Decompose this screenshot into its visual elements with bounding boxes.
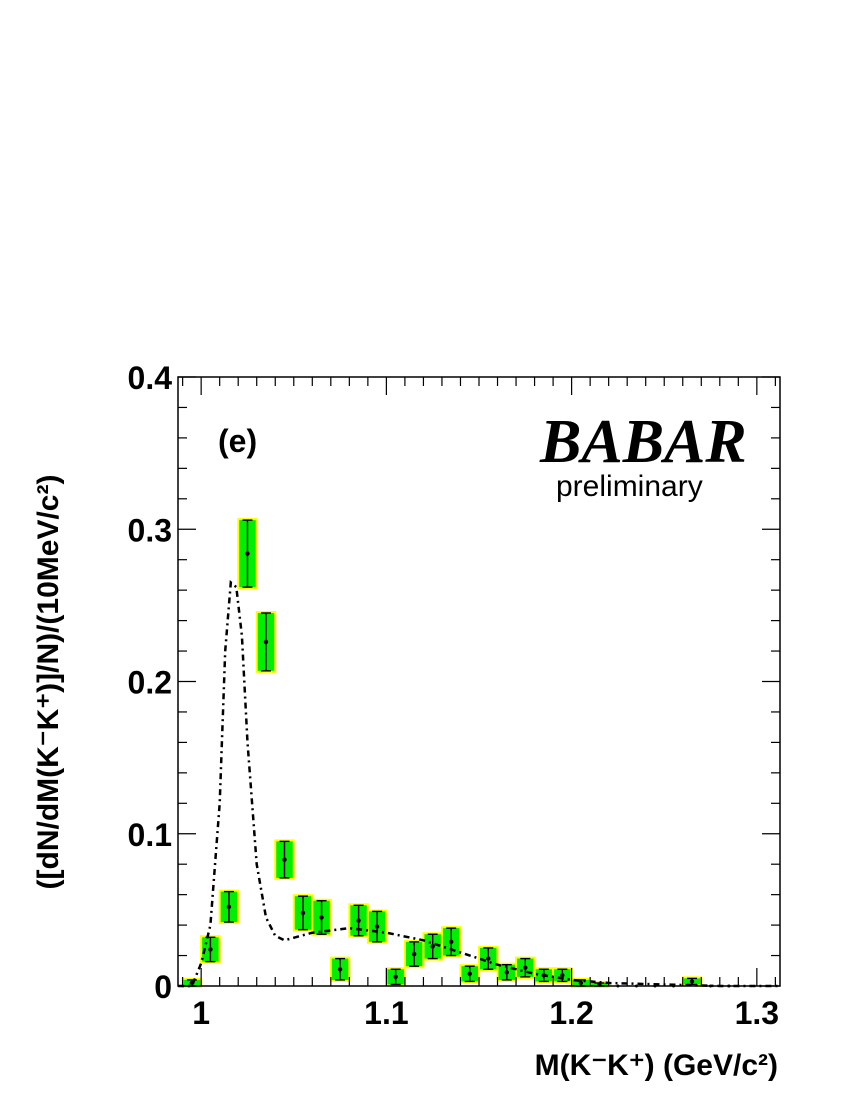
data-points [181, 518, 731, 988]
data-point-group [218, 889, 240, 925]
preliminary-label: preliminary [556, 470, 703, 503]
tick-labels: 1 1.1 1.2 1.3 0 0.1 0.2 0.3 0.4 [128, 360, 780, 1031]
data-point-group [681, 976, 703, 987]
data-point-group [329, 956, 351, 982]
data-point-group [459, 964, 480, 984]
data-point [449, 939, 454, 945]
data-point [226, 904, 232, 910]
data-point-group [515, 956, 536, 979]
data-point-group [292, 894, 314, 932]
data-point [523, 965, 528, 970]
data-point [560, 973, 565, 978]
y-tick-label: 0 [154, 969, 172, 1005]
data-point [467, 971, 472, 977]
data-point-group [422, 932, 443, 961]
data-point-group [348, 903, 369, 938]
data-point [337, 967, 343, 972]
data-point [504, 970, 509, 975]
data-point-group [274, 839, 295, 880]
data-point-group [311, 898, 332, 937]
x-tick-label: 1 [192, 995, 210, 1031]
data-point [263, 639, 269, 645]
data-point-group [440, 926, 462, 958]
y-tick-label: 0.3 [128, 512, 172, 548]
babar-logo-text: BABAR [539, 408, 747, 476]
data-point [393, 974, 398, 980]
data-point-group [237, 518, 258, 590]
babar-logo: BABAR preliminary [539, 408, 747, 503]
axis-ticks [178, 376, 780, 987]
panel-label: (e) [218, 423, 257, 459]
data-point-group [385, 967, 406, 987]
fit-curve [178, 579, 780, 988]
data-point [356, 918, 361, 923]
y-tick-label: 0.2 [128, 665, 172, 701]
y-tick-label: 0.4 [128, 360, 173, 396]
data-point-group [403, 939, 425, 969]
data-point [319, 915, 324, 920]
data-point [300, 910, 306, 916]
x-tick-label: 1.1 [364, 995, 408, 1031]
y-axis-title: ([dN/dM(K⁻K⁺)]/N)/(10MeV/c²) [32, 475, 65, 890]
data-point-group [255, 610, 277, 673]
data-point-group [366, 909, 388, 944]
x-axis-title: M(K⁻K⁺) (GeV/c²) [535, 1049, 778, 1082]
data-point [245, 551, 250, 556]
data-point [411, 951, 417, 957]
data-point [578, 980, 584, 986]
data-point-group [552, 967, 573, 984]
data-point [689, 979, 695, 984]
x-tick-label: 1.2 [549, 995, 593, 1031]
data-point [208, 947, 213, 952]
data-point [282, 857, 287, 862]
data-point [486, 956, 491, 961]
data-point [430, 944, 435, 949]
x-tick-label: 1.3 [735, 995, 779, 1031]
data-point [374, 924, 380, 929]
data-point-group [478, 945, 499, 972]
y-tick-label: 0.1 [128, 817, 172, 853]
